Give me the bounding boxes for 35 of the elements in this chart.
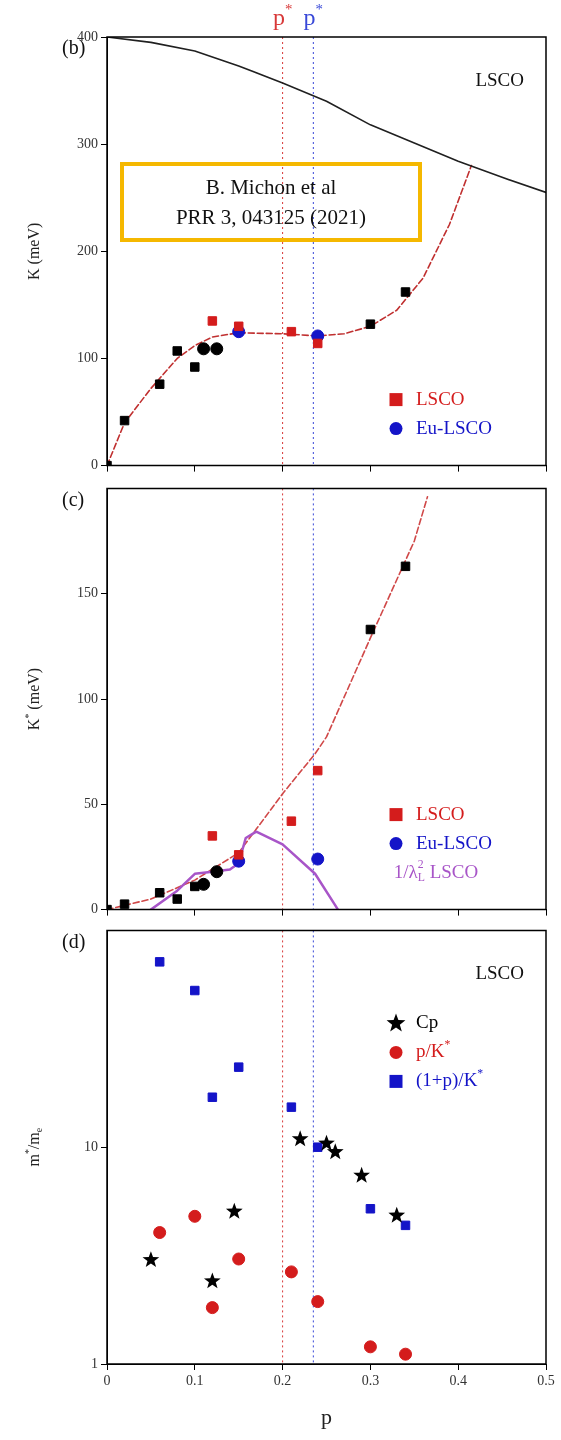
- y-tick-label: 1: [91, 1355, 98, 1371]
- y-tick-label: 200: [77, 242, 98, 258]
- legend-label: LSCO: [416, 387, 465, 409]
- annotation: B. Michon et al PRR 3, 043125 (2021): [174, 174, 368, 231]
- y-tick-label: 50: [84, 795, 98, 811]
- legend-label: Cp: [416, 1011, 439, 1033]
- y-tick-label: 300: [77, 135, 98, 151]
- annotation: LSCO: [475, 68, 525, 90]
- x-tick-label: 0: [103, 1373, 111, 1389]
- citation-box: B. Michon et al PRR 3, 043125 (2021): [120, 162, 422, 242]
- legend-label: p/K*: [416, 1038, 451, 1062]
- y-tick-label: 100: [77, 350, 98, 366]
- legend-label: (1+p)/K*: [416, 1067, 484, 1092]
- y-axis-title: K (meV): [25, 222, 44, 280]
- x-tick-label: 0.2: [273, 1373, 292, 1389]
- y-tick-label: 0: [91, 901, 98, 917]
- x-tick-label: 0.1: [186, 1373, 204, 1389]
- y-tick-label: 150: [77, 585, 98, 601]
- text: (c): [62, 487, 85, 511]
- legend-label: Eu-LSCO: [416, 416, 492, 438]
- annotation: LSCO: [475, 962, 525, 984]
- y-tick-label: 10: [84, 1138, 98, 1154]
- x-tick-label: 0.5: [537, 1373, 555, 1389]
- y-axis-title: K* (meV): [22, 667, 44, 731]
- y-axis-title: m*/me: [22, 1127, 45, 1167]
- ref-line-label: p*: [272, 0, 293, 31]
- legend-label: Eu-LSCO: [416, 831, 492, 853]
- text: (d): [62, 929, 86, 953]
- y-tick-label: 100: [77, 690, 98, 706]
- x-tick-label: 0.3: [361, 1373, 380, 1389]
- ref-line-label: p*: [303, 0, 324, 31]
- legend-label: LSCO: [416, 802, 465, 824]
- y-tick-label: 0: [91, 457, 98, 473]
- x-tick-label: 0.4: [449, 1373, 467, 1389]
- x-axis-title: p: [321, 1403, 332, 1429]
